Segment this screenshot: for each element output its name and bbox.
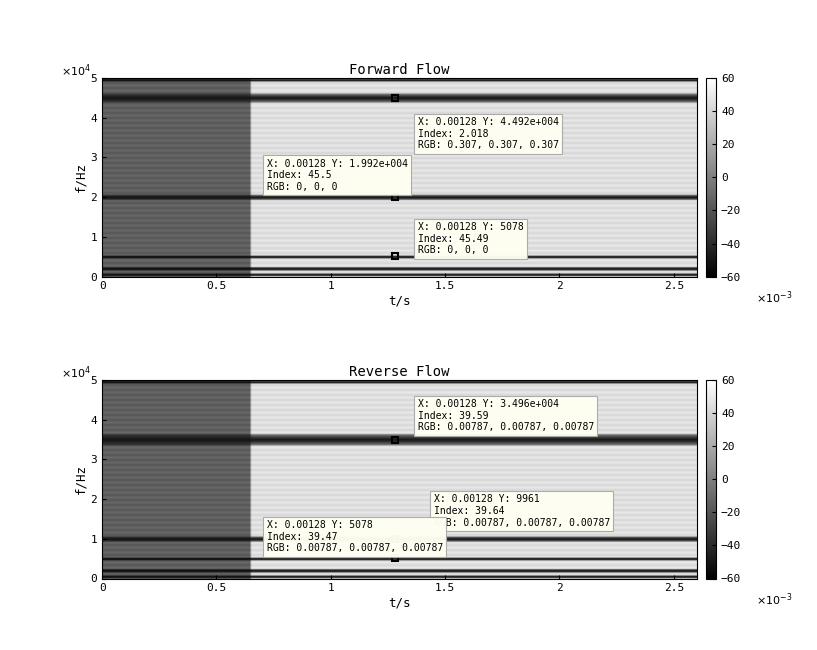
Text: $\times 10^4$: $\times 10^4$ [60, 365, 91, 382]
Title: Reverse Flow: Reverse Flow [349, 365, 449, 379]
X-axis label: t/s: t/s [388, 596, 411, 609]
Y-axis label: f/Hz: f/Hz [74, 464, 87, 494]
Text: X: 0.00128 Y: 4.492e+004
Index: 2.018
RGB: 0.307, 0.307, 0.307: X: 0.00128 Y: 4.492e+004 Index: 2.018 RG… [417, 117, 559, 150]
Text: X: 0.00128 Y: 3.496e+004
Index: 39.59
RGB: 0.00787, 0.00787, 0.00787: X: 0.00128 Y: 3.496e+004 Index: 39.59 RG… [417, 399, 594, 432]
Y-axis label: f/Hz: f/Hz [74, 162, 87, 192]
Text: $\times 10^4$: $\times 10^4$ [60, 63, 91, 79]
Text: X: 0.00128 Y: 5078
Index: 45.49
RGB: 0, 0, 0: X: 0.00128 Y: 5078 Index: 45.49 RGB: 0, … [417, 222, 524, 255]
Text: X: 0.00128 Y: 5078
Index: 39.47
RGB: 0.00787, 0.00787, 0.00787: X: 0.00128 Y: 5078 Index: 39.47 RGB: 0.0… [267, 520, 443, 553]
Title: Forward Flow: Forward Flow [349, 63, 449, 77]
Text: X: 0.00128 Y: 1.992e+004
Index: 45.5
RGB: 0, 0, 0: X: 0.00128 Y: 1.992e+004 Index: 45.5 RGB… [267, 159, 408, 192]
X-axis label: t/s: t/s [388, 294, 411, 307]
Text: $\times 10^{-3}$: $\times 10^{-3}$ [756, 591, 792, 608]
Text: $\times 10^{-3}$: $\times 10^{-3}$ [756, 289, 792, 306]
Text: X: 0.00128 Y: 9961
Index: 39.64
RGB: 0.00787, 0.00787, 0.00787: X: 0.00128 Y: 9961 Index: 39.64 RGB: 0.0… [434, 495, 610, 528]
